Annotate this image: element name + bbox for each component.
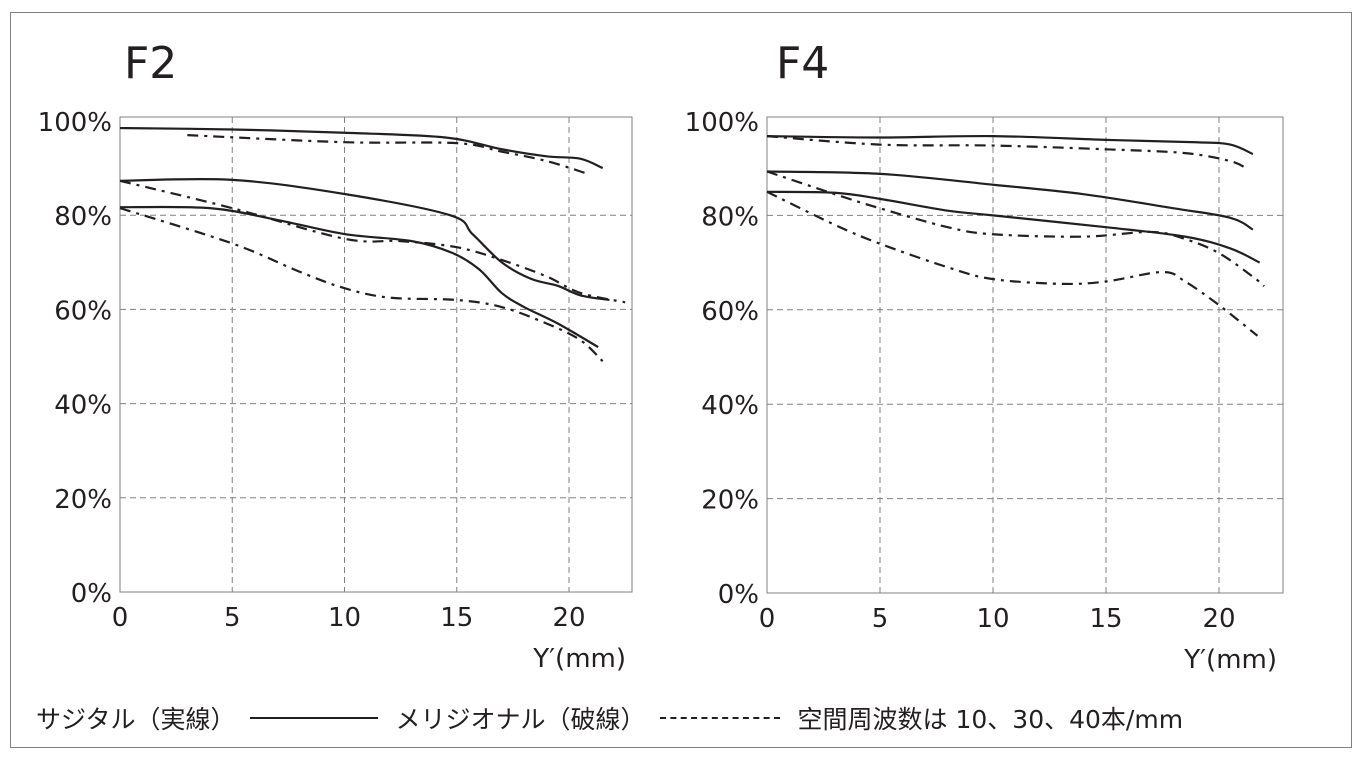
chart-panel-f4: F4 0% 20% 40% 60% 80% 100% 0 5 10 15 20 Y′(mm) [685,38,1284,675]
sagittal-curve-3 [119,177,610,302]
legend-solid-line-swatch [249,717,378,719]
meridional-curve-4 [766,170,1265,288]
y-tick-label: 40% [701,391,759,421]
x-axis-label: Y′(mm) [1183,645,1277,675]
y-tick-label: 100% [685,108,759,138]
plot-area-frame [119,116,633,593]
x-tick-label: 5 [872,604,889,634]
legend-dashed-line-swatch [659,717,780,719]
y-tick-label: 60% [54,296,112,326]
sagittal-curve-5 [766,190,1261,264]
chart-title: F2 [124,38,177,89]
y-tick-label: 60% [701,297,759,327]
y-tick-label: 20% [701,486,759,516]
x-tick-label: 10 [328,603,361,633]
plot-area-frame [766,116,1284,594]
legend-meridional-label: メリジオナル（破線） [395,705,646,734]
meridional-curve-2 [766,135,1247,170]
meridional-curve-6 [766,190,1259,337]
y-tick-label: 80% [701,202,759,232]
y-tick-label: 80% [54,202,112,232]
x-tick-label: 10 [976,604,1009,634]
chart-title: F4 [776,38,829,89]
sagittal-curve-5 [119,205,599,349]
chart-panel-f2: F2 0% 20% 40% 60% 80% 100% 0 5 10 15 20 Y′(mm) [38,38,633,674]
x-tick-label: 15 [440,603,473,633]
y-tick-label: 100% [38,108,112,138]
x-tick-label: 5 [224,603,241,633]
x-tick-label: 15 [1089,604,1122,634]
meridional-curve-2 [187,134,586,174]
x-axis-label: Y′(mm) [532,644,626,674]
y-tick-label: 40% [54,391,112,421]
x-tick-label: 20 [552,603,585,633]
legend: サジタル（実線） メリジオナル（破線） 空間周波数は 10、30、40本/mm [36,700,1183,736]
sagittal-curve-3 [766,170,1254,231]
legend-sagittal-label: サジタル（実線） [36,705,236,734]
legend-frequency-note: 空間周波数は 10、30、40本/mm [797,705,1184,734]
x-tick-label: 0 [112,603,129,633]
meridional-curve-6 [119,207,604,363]
y-tick-label: 20% [54,485,112,515]
outer-frame [10,12,1352,748]
y-tick-label: 0% [71,579,112,609]
y-tick-label: 0% [718,580,759,610]
sagittal-curve-1 [119,126,604,170]
x-tick-label: 0 [759,604,776,634]
sagittal-curve-1 [766,134,1254,156]
x-tick-label: 20 [1202,604,1235,634]
meridional-curve-4 [119,179,626,304]
